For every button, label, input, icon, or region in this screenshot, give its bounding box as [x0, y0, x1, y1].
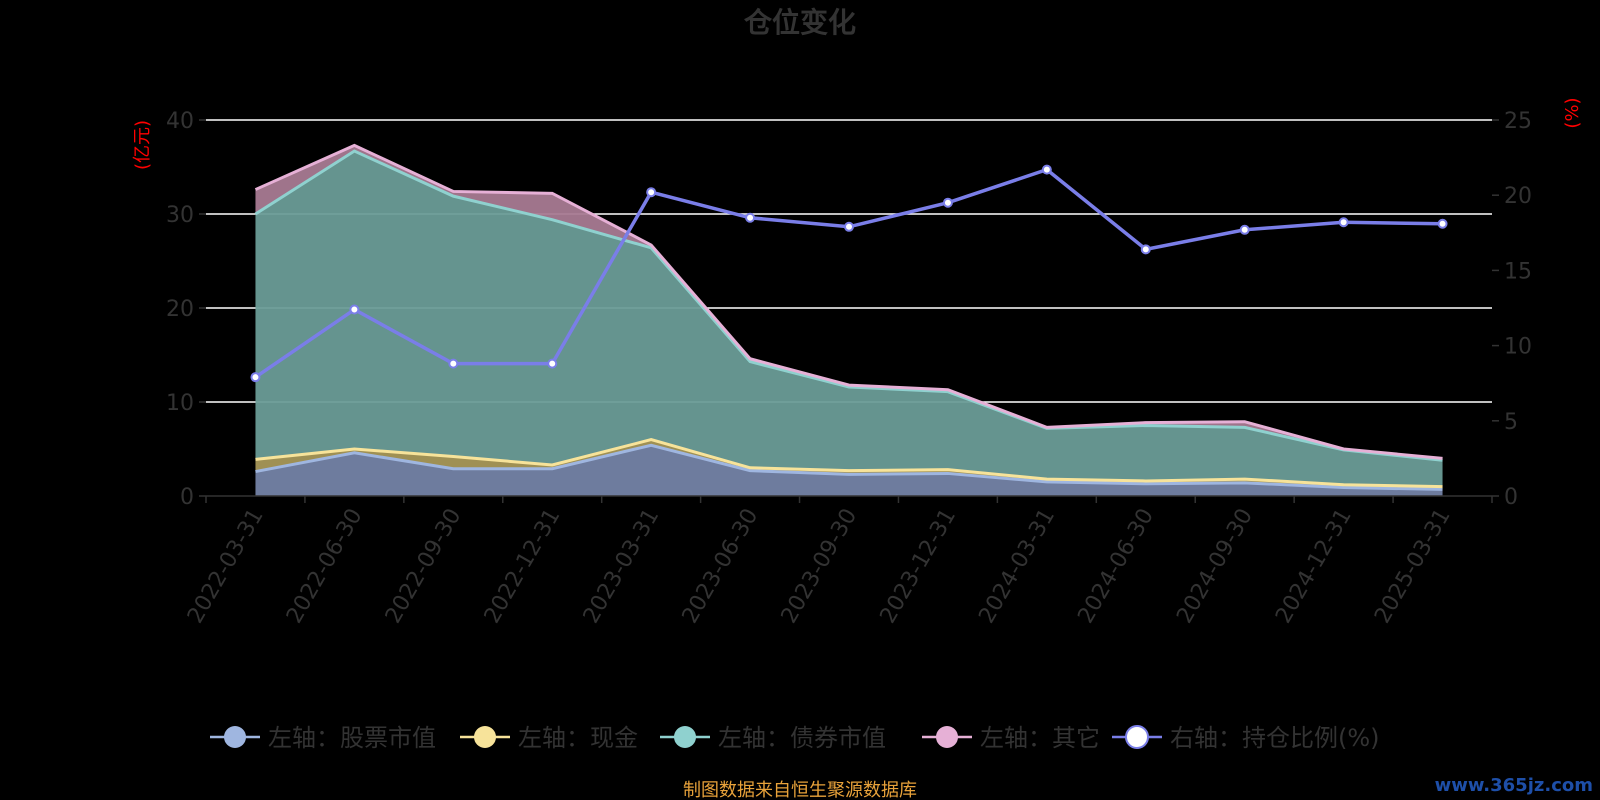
ratio-point	[646, 187, 657, 198]
ratio-point	[349, 304, 360, 315]
y-right-tick-label: 25	[1504, 109, 1532, 134]
stacked-areas	[255, 145, 1443, 496]
watermark: www.365jz.com	[1435, 775, 1593, 796]
legend-marker-ratio	[1125, 725, 1149, 749]
x-tick-label: 2022-06-30	[282, 505, 368, 628]
y-left-tick-label: 10	[166, 391, 194, 416]
ratio-point	[1437, 218, 1448, 229]
x-tick-label: 2024-09-30	[1172, 505, 1258, 628]
x-tick-label: 2022-09-30	[381, 505, 467, 628]
x-tick-label: 2022-12-31	[480, 505, 566, 628]
x-tick-label: 2022-03-31	[183, 505, 269, 628]
y-left-tick-label: 20	[166, 297, 194, 322]
legend-label-other: 左轴：其它	[980, 724, 1100, 752]
ratio-point	[745, 212, 756, 223]
y-left-tick-label: 0	[180, 485, 194, 510]
ratio-point	[844, 221, 854, 232]
x-tick-label: 2023-03-31	[579, 505, 665, 628]
legend-label-bond: 左轴：债券市值	[718, 724, 886, 752]
y-right-tick-label: 20	[1504, 184, 1532, 209]
x-tick-label: 2025-03-31	[1370, 505, 1456, 628]
line-bond	[254, 149, 1443, 462]
x-tick-label: 2023-09-30	[777, 505, 863, 628]
y-right-tick-label: 10	[1504, 335, 1532, 360]
legend-label-ratio: 右轴：持仓比例(%)	[1170, 724, 1380, 752]
x-tick-label: 2024-03-31	[974, 505, 1060, 628]
legend-label-stock: 左轴：股票市值	[268, 724, 436, 752]
ratio-point	[1041, 164, 1052, 175]
x-tick-label: 2023-12-31	[876, 505, 962, 628]
area-stock	[255, 445, 1443, 496]
y-left-tick-label: 30	[166, 203, 194, 228]
ratio-points	[250, 164, 1448, 383]
y-right-axis-label: (%)	[1562, 97, 1583, 128]
legend-marker-cash	[474, 726, 496, 748]
x-tick-label: 2024-06-30	[1073, 505, 1159, 628]
source-note: 制图数据来自恒生聚源数据库	[683, 780, 917, 800]
ratio-point	[547, 358, 558, 369]
ratio-point	[1239, 224, 1250, 235]
legend-marker-other	[936, 726, 958, 748]
legend-marker-stock	[224, 726, 246, 748]
area-bond	[255, 151, 1443, 487]
ratio-point	[1338, 217, 1349, 228]
y-left-tick-label: 40	[166, 109, 194, 134]
ratio-point	[448, 358, 459, 369]
ratio-point	[942, 197, 953, 208]
line-cash	[255, 438, 1443, 489]
y-right-tick-label: 5	[1504, 410, 1518, 435]
line-stock	[255, 443, 1443, 491]
y-right-tick-label: 15	[1504, 259, 1532, 284]
legend-marker-bond	[674, 726, 696, 748]
legend: 左轴：股票市值 左轴：现金 左轴：债券市值 左轴：其它 右轴：持仓比例(%)	[210, 724, 1380, 752]
x-tick-label: 2023-06-30	[678, 505, 764, 628]
ratio-point	[1140, 244, 1151, 255]
legend-label-cash: 左轴：现金	[518, 724, 638, 752]
y-right-tick-label: 0	[1504, 485, 1518, 510]
x-tick-label: 2024-12-31	[1271, 505, 1357, 628]
chart-title: 仓位变化	[744, 6, 856, 39]
y-left-axis-label: (亿元)	[132, 120, 153, 170]
line-other	[254, 143, 1443, 460]
ratio-point	[250, 372, 261, 383]
